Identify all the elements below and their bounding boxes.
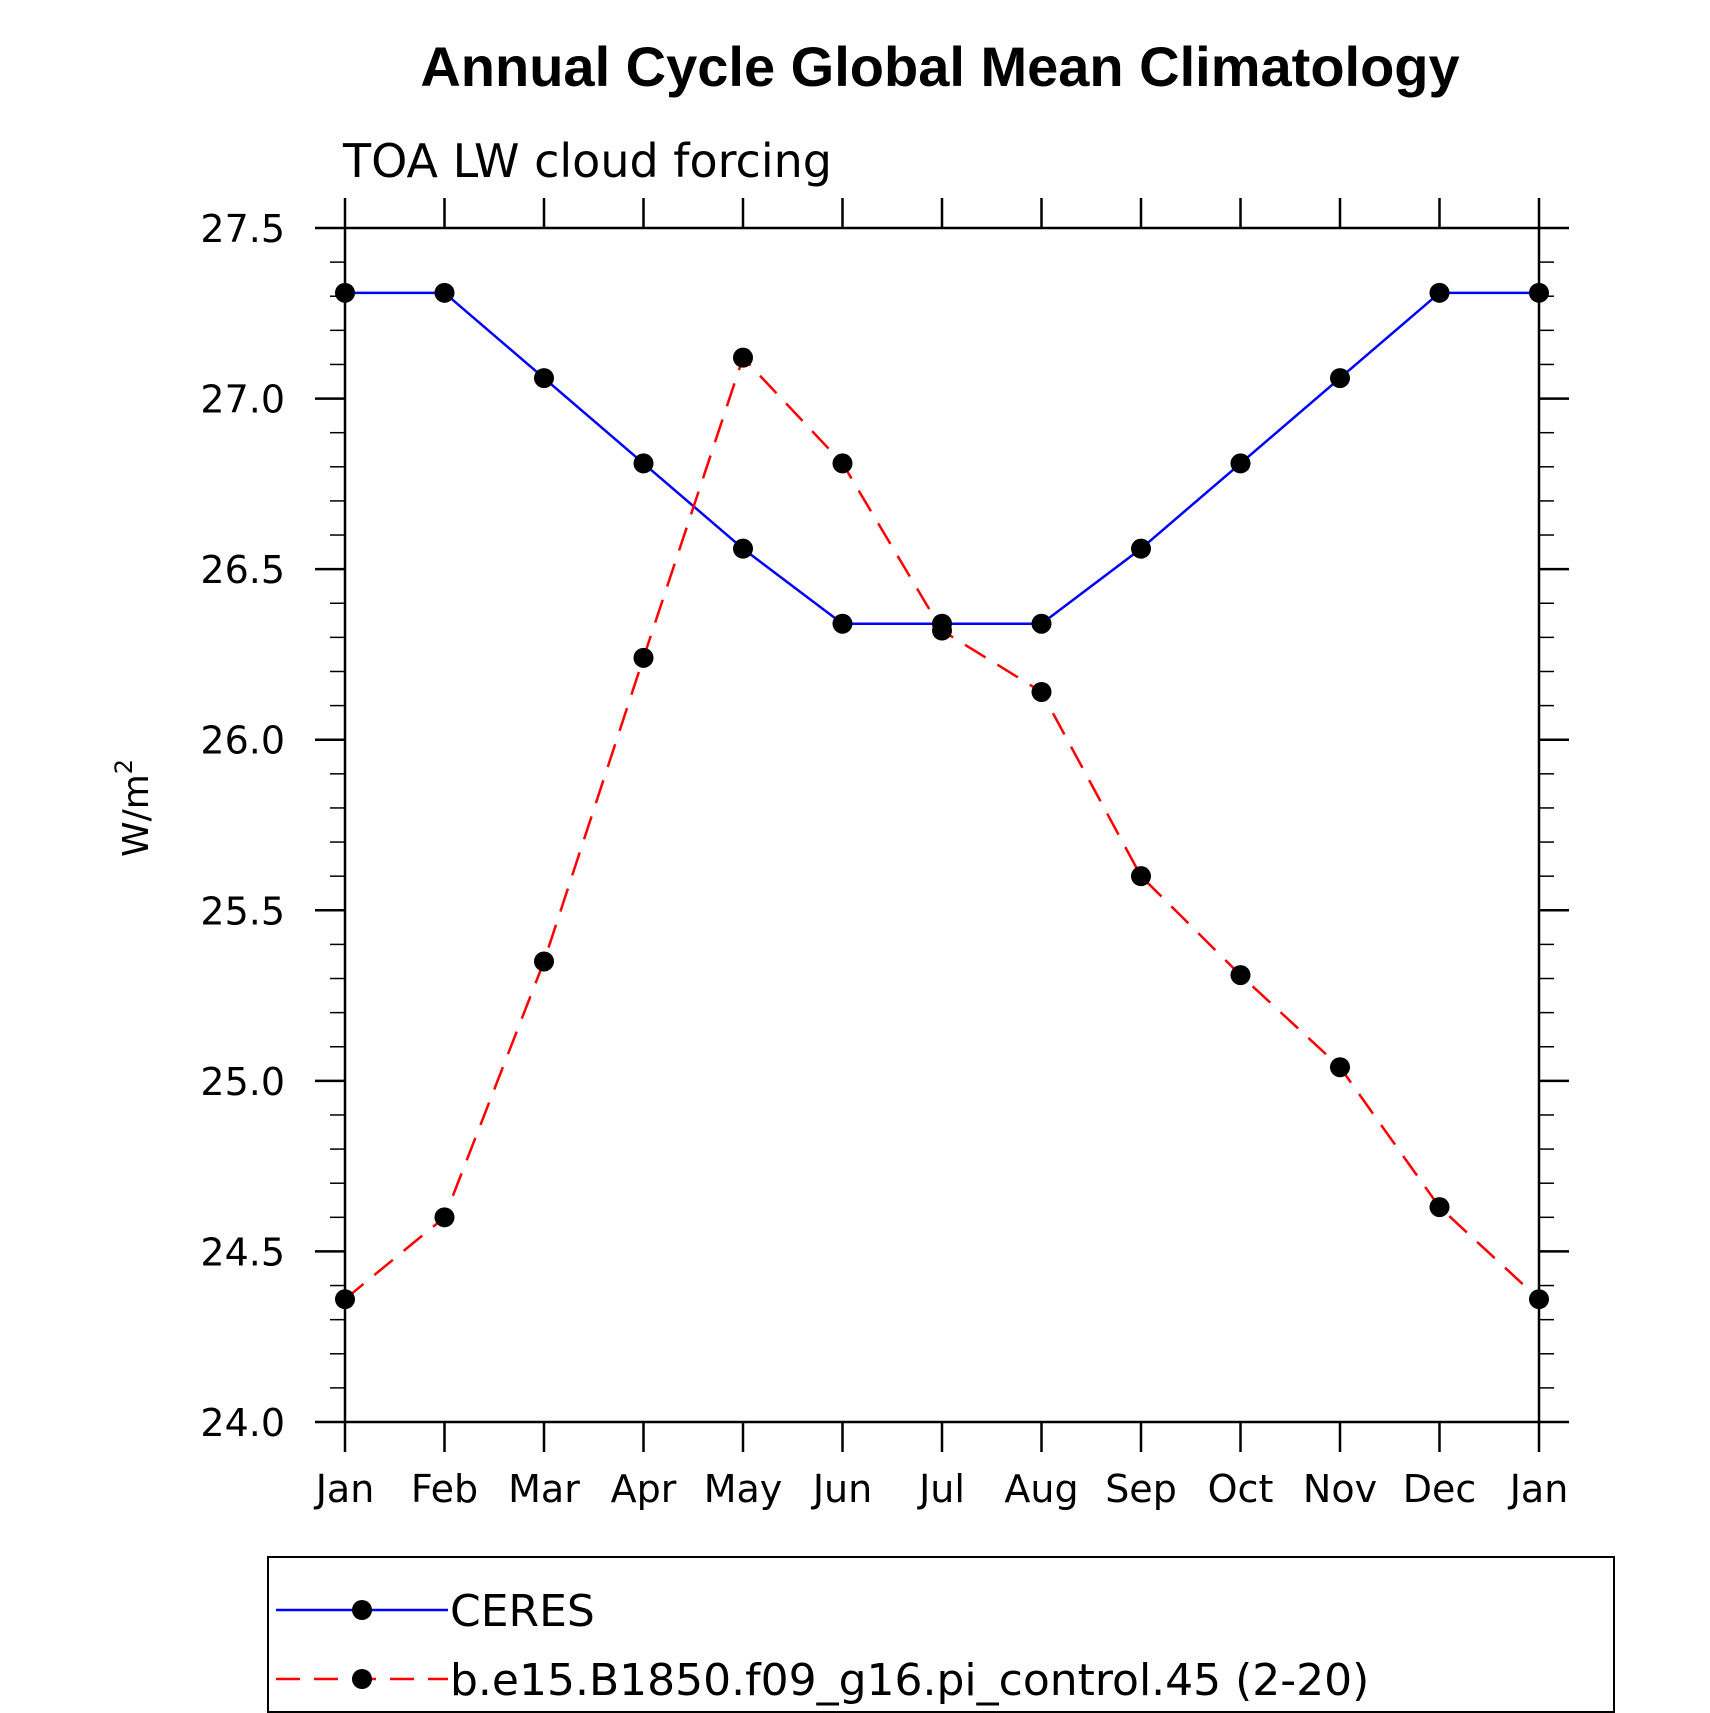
data-point-s0-7 [1031, 613, 1052, 634]
y-axis-label: W/m2 [110, 759, 157, 857]
plot-frame [343, 226, 1541, 1424]
x-tick-label: May [704, 1467, 783, 1511]
x-tick-label: Dec [1403, 1467, 1477, 1511]
data-point-s0-0 [335, 282, 355, 303]
data-point-s0-9 [1230, 453, 1251, 474]
x-tick-label: Oct [1208, 1467, 1274, 1511]
x-tick-label: Jun [811, 1467, 872, 1511]
legend-marker-1 [352, 1669, 372, 1689]
legend-label-0: CERES [450, 1586, 595, 1637]
y-axis-label-text: W/m [116, 774, 157, 857]
data-point-s1-8 [1131, 866, 1151, 887]
axis-ticks: 24.0 24.5 25.0 25.5 26.0 26.5 27.0 27.5 Jan Feb Ma… [200, 198, 1569, 1511]
chart-title: Annual Cycle Global Mean Climatology [420, 35, 1459, 98]
x-tick-label: Feb [411, 1467, 478, 1511]
data-point-s0-11 [1429, 282, 1450, 303]
series-line-1 [344, 355, 1540, 1301]
y-tick-label: 26.5 [200, 548, 285, 592]
x-tick-label: Mar [508, 1467, 580, 1511]
data-point-s0-12 [1529, 282, 1549, 303]
data-point-s1-2 [534, 951, 554, 972]
y-axis-label-superscript: 2 [110, 759, 138, 774]
x-tick-label: Jan [1508, 1467, 1569, 1511]
data-point-s1-9 [1230, 965, 1251, 986]
data-point-s1-4 [733, 347, 753, 368]
data-point-s0-3 [633, 453, 654, 474]
y-tick-label: 24.5 [200, 1230, 285, 1274]
x-tick-label: Jul [917, 1467, 965, 1511]
data-point-s1-12 [1529, 1289, 1549, 1310]
svg-text:W/m2: W/m2 [110, 759, 157, 857]
series-layer [335, 282, 1549, 1310]
chart-subtitle: TOA LW cloud forcing [342, 134, 832, 188]
y-tick-label: 25.5 [200, 889, 285, 933]
data-point-s1-0 [335, 1289, 355, 1310]
series-line-0 [345, 291, 1539, 625]
data-point-s1-5 [832, 453, 853, 474]
data-point-s0-8 [1131, 538, 1151, 559]
data-point-s0-1 [434, 282, 455, 303]
legend-marker-0 [352, 1600, 372, 1620]
x-tick-label: Nov [1303, 1467, 1377, 1511]
data-point-s0-4 [733, 538, 753, 559]
data-point-s0-5 [832, 613, 853, 634]
y-tick-label: 26.0 [200, 719, 285, 763]
data-point-s0-2 [534, 368, 554, 389]
data-point-s1-3 [633, 647, 654, 668]
y-tick-label: 24.0 [200, 1401, 285, 1445]
x-tick-label: Sep [1105, 1467, 1177, 1511]
data-point-s1-11 [1429, 1197, 1450, 1218]
x-tick-label: Aug [1004, 1467, 1078, 1511]
x-tick-label: Apr [611, 1467, 677, 1511]
y-tick-label: 27.5 [200, 207, 285, 251]
legend: CERES b.e15.B1850.f09_g16.pi_control.45 (… [267, 1556, 1615, 1713]
data-point-s0-10 [1330, 368, 1350, 389]
y-tick-label: 25.0 [200, 1060, 285, 1104]
y-tick-label: 27.0 [200, 378, 285, 422]
legend-label-1: b.e15.B1850.f09_g16.pi_control.45 (2-20) [450, 1655, 1369, 1706]
data-point-s1-7 [1031, 681, 1052, 702]
data-point-s1-1 [434, 1207, 455, 1228]
legend-box [267, 1556, 1615, 1713]
data-point-s1-6 [932, 620, 952, 641]
data-point-s1-10 [1330, 1057, 1350, 1078]
x-tick-label: Jan [314, 1467, 375, 1511]
